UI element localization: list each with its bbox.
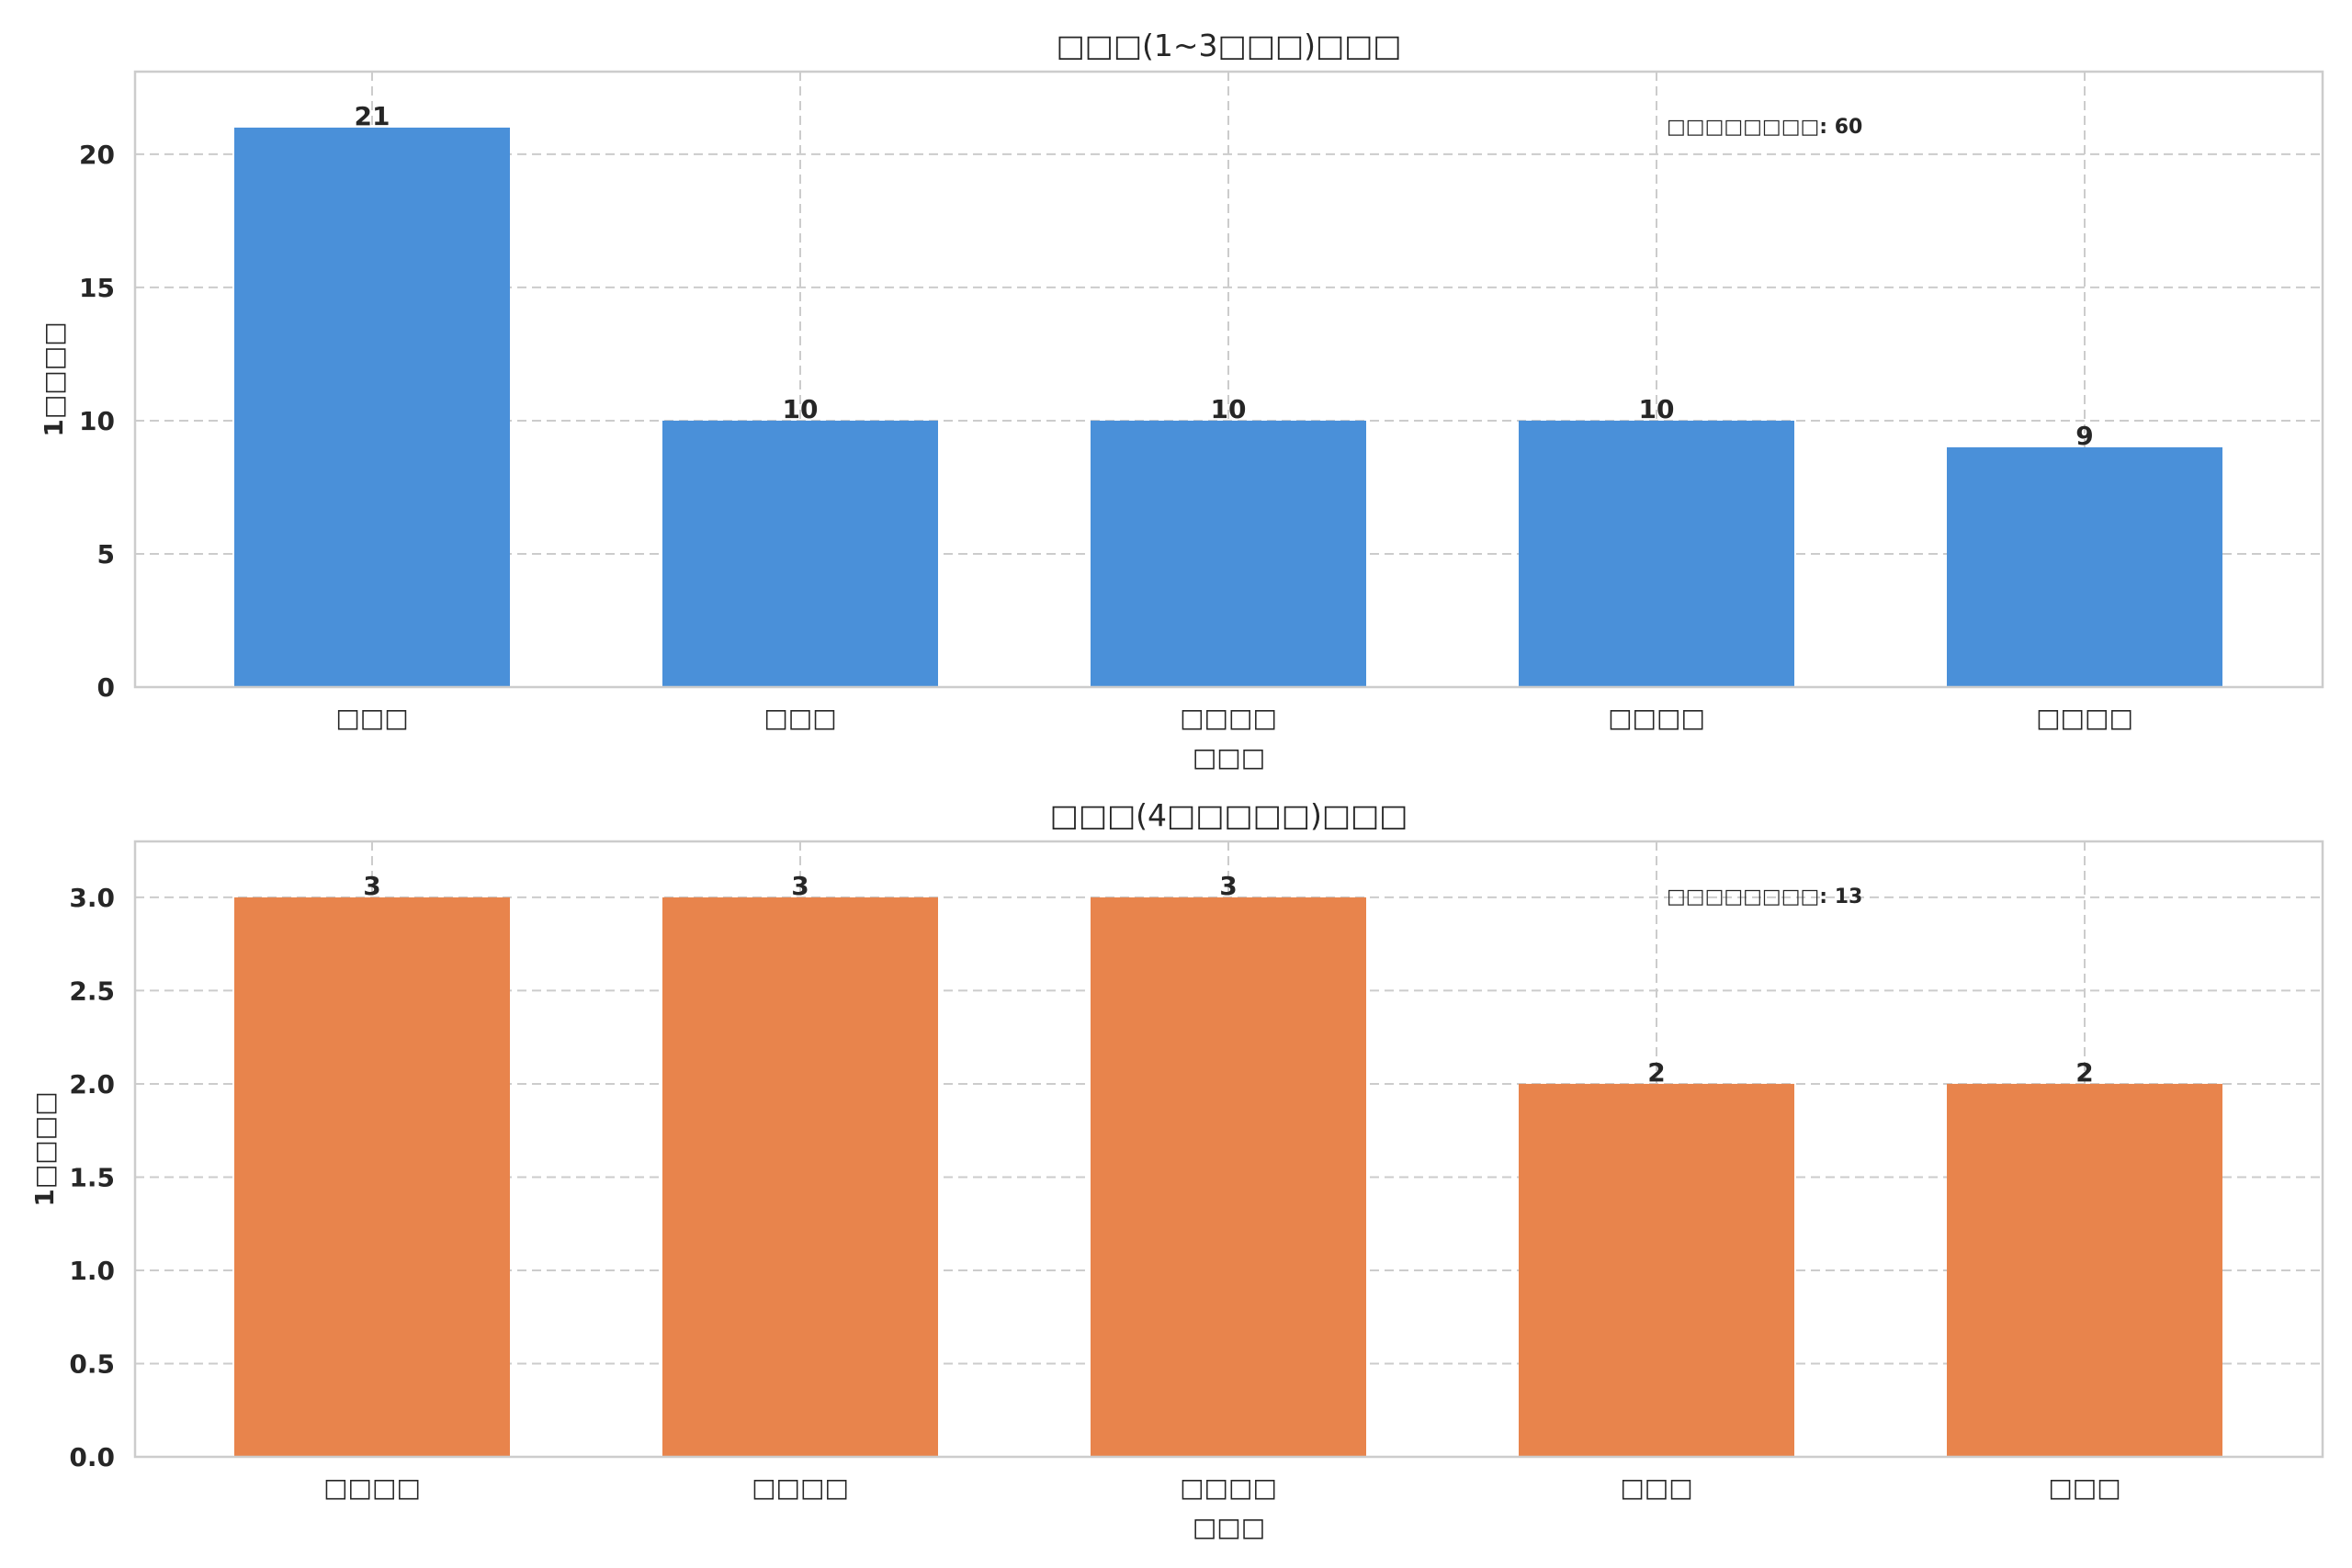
bar-value-label: 3: [363, 871, 380, 901]
total-annotation: □□□□□□□□: 60: [1667, 116, 1862, 139]
total-annotation: □□□□□□□□: 13: [1667, 886, 1862, 908]
bar-value-label: 2: [2075, 1057, 2093, 1088]
y-tick-label: 1.0: [69, 1256, 115, 1286]
y-tick-label: 0.0: [69, 1442, 115, 1472]
x-tick-label: □□□□: [323, 1472, 421, 1503]
x-tick-label: □□□: [1620, 1472, 1692, 1503]
bar-value-label: 3: [791, 871, 808, 901]
y-tick-label: 0.5: [69, 1348, 115, 1379]
y-tick-label: 3.0: [69, 883, 115, 913]
subplot-1: 0 5 10 15 20 21 □□□ 10 □□□ 10 □□□□ 10 □□□□ 9 □□□□ □□□(1…: [39, 28, 2324, 773]
y-tick-label: 2.0: [69, 1069, 115, 1100]
y-tick-label: 10: [79, 406, 115, 436]
x-tick-label: □□□□: [1180, 1472, 1277, 1503]
x-tick-label: □□□□: [1608, 703, 1705, 733]
x-axis-label: □□□: [1193, 742, 1265, 773]
bar: [662, 420, 938, 687]
y-tick-label: 5: [97, 539, 115, 570]
x-axis-label: □□□: [1193, 1512, 1265, 1542]
y-tick-label: 0: [97, 672, 115, 703]
bar: [1519, 1083, 1794, 1457]
bar-value-label: 2: [1647, 1057, 1665, 1088]
bar: [1091, 897, 1366, 1457]
y-tick-label: 15: [79, 273, 115, 303]
bar: [234, 127, 510, 688]
bar-value-label: 21: [355, 101, 390, 131]
x-tick-label: □□□□: [1180, 703, 1277, 733]
bar: [1519, 420, 1794, 687]
x-tick-label: □□□: [763, 703, 836, 733]
y-tick-label: 20: [79, 140, 115, 170]
bar: [1947, 1083, 2222, 1457]
y-axis-label: 1□□□□: [29, 1091, 60, 1206]
bar: [1947, 446, 2222, 687]
subplot-2: 0.0 0.5 1.0 1.5 2.0 2.5 3.0 3 □□□□ 3 □□□□ 3 □□□□ 2 □□□…: [29, 797, 2324, 1542]
y-tick-label: 2.5: [69, 976, 115, 1006]
bar: [234, 897, 510, 1457]
x-tick-label: □□□: [2048, 1472, 2120, 1503]
bar: [1091, 420, 1366, 687]
bar-value-label: 10: [1211, 394, 1247, 424]
x-tick-label: □□□□: [752, 1472, 849, 1503]
bar-value-label: 9: [2075, 421, 2093, 451]
y-axis-label: 1□□□□: [39, 321, 69, 436]
bar: [662, 897, 938, 1457]
axes-frame: [133, 840, 2324, 1459]
x-tick-label: □□□: [335, 703, 408, 733]
y-tick-label: 1.5: [69, 1162, 115, 1192]
chart-title: □□□(4□□□□□)□□□: [1050, 797, 1408, 833]
axes-frame: [133, 70, 2324, 689]
bar-value-label: 3: [1219, 871, 1237, 901]
bar-value-label: 10: [1639, 394, 1675, 424]
x-tick-label: □□□□: [2036, 703, 2133, 733]
chart-title: □□□(1~3□□□)□□□: [1056, 28, 1401, 63]
bar-value-label: 10: [783, 394, 819, 424]
